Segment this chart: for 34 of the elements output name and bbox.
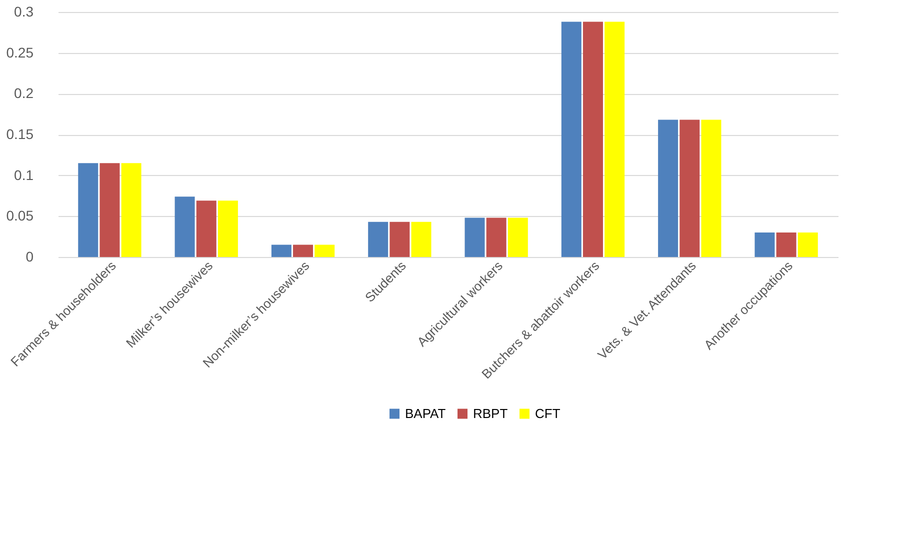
legend-label: RBPT (473, 406, 508, 421)
bar (78, 163, 98, 257)
bar (390, 222, 410, 257)
bar (486, 218, 506, 257)
bar (754, 232, 775, 257)
bar (271, 244, 292, 257)
bar (604, 22, 625, 257)
bar (100, 163, 120, 257)
y-tick-label: 0.25 (6, 44, 34, 60)
bar (776, 232, 796, 257)
y-tick-label: 0.05 (6, 208, 34, 224)
y-tick-label: 0.1 (14, 166, 34, 183)
bar (196, 200, 216, 257)
y-tick-label: 0.15 (6, 126, 34, 142)
bar (680, 120, 700, 257)
bar (464, 218, 485, 257)
legend-label: BAPAT (405, 406, 446, 421)
bar (508, 218, 528, 257)
bar (218, 200, 238, 257)
y-tick-label: 0.2 (14, 85, 34, 102)
y-tick-label: 0 (26, 248, 34, 264)
bar (658, 120, 678, 257)
bar (798, 232, 818, 257)
bar (293, 244, 314, 257)
bar (582, 22, 603, 257)
bar (368, 222, 388, 257)
bar (174, 196, 195, 257)
bar (121, 163, 142, 257)
bar (561, 22, 582, 257)
bar (314, 244, 335, 257)
legend-label: CFT (535, 406, 560, 421)
bar (701, 120, 722, 257)
bar (411, 222, 432, 257)
y-tick-label: 0.3 (14, 4, 34, 20)
